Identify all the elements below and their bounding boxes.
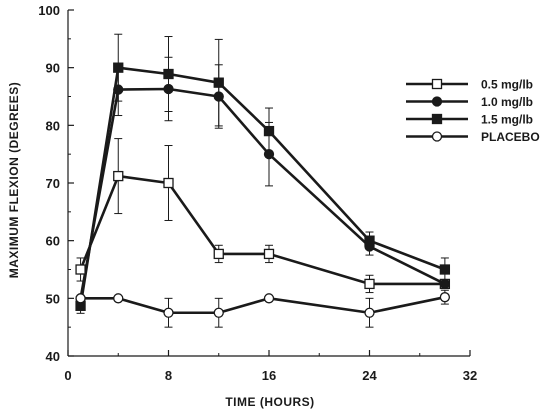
y-tick-label: 70 <box>46 176 60 191</box>
data-point-open-square <box>263 248 275 260</box>
data-point-open-square <box>75 264 86 275</box>
series-lines <box>79 66 446 315</box>
x-axis-title: TIME (HOURS) <box>225 395 314 409</box>
series-line-filled-square <box>79 66 446 307</box>
x-tick-label: 8 <box>165 368 172 383</box>
legend-marker-open-square <box>431 78 443 90</box>
x-tick-label: 0 <box>64 368 71 383</box>
legend-marker-filled-square <box>431 113 443 125</box>
data-point-filled-square <box>263 125 275 137</box>
y-tick-label: 50 <box>46 291 60 306</box>
data-point-open-circle <box>113 293 124 304</box>
legend: 0.5 mg/lb 1.0 mg/lb 1.5 mg/lb PLACEBO <box>406 78 540 144</box>
legend-label: 1.5 mg/lb <box>481 113 533 127</box>
data-point-open-square <box>163 177 174 189</box>
data-point-open-circle <box>364 307 375 318</box>
y-tick-label: 80 <box>46 118 60 133</box>
data-point-open-circle <box>163 307 174 318</box>
data-point-open-circle <box>75 293 86 304</box>
x-tick-label: 32 <box>463 368 477 383</box>
data-markers <box>75 62 451 318</box>
legend-marker-open-circle <box>431 131 443 142</box>
data-point-filled-circle <box>213 91 224 102</box>
y-tick-label: 90 <box>46 61 60 76</box>
x-tick-label: 24 <box>362 368 377 383</box>
y-axis-title: MAXIMUM FLEXION (DEGREES) <box>7 82 21 279</box>
data-point-open-square <box>213 248 224 260</box>
legend-label: PLACEBO <box>481 130 540 144</box>
series-line-open-circle <box>80 295 446 315</box>
data-point-open-square <box>364 278 375 290</box>
data-point-filled-circle <box>263 149 275 160</box>
data-point-filled-square <box>213 77 224 88</box>
data-point-filled-circle <box>439 278 451 290</box>
data-point-filled-circle <box>163 83 174 95</box>
series-line-open-square <box>79 174 445 286</box>
data-point-filled-square <box>439 264 451 275</box>
axes: 40 50 60 70 80 90 100 0 8 16 24 32 <box>38 3 477 383</box>
data-point-open-circle <box>213 307 224 318</box>
data-point-filled-square <box>364 235 375 246</box>
y-tick-label: 100 <box>38 3 60 18</box>
data-point-open-circle <box>263 293 275 304</box>
data-point-open-circle <box>439 292 451 303</box>
legend-marker-filled-circle <box>431 96 443 107</box>
y-tick-label: 60 <box>46 234 60 249</box>
x-tick-label: 16 <box>262 368 276 383</box>
legend-label: 0.5 mg/lb <box>481 78 533 92</box>
y-tick-label: 40 <box>46 349 60 364</box>
data-point-filled-square <box>113 62 124 73</box>
series-line-filled-circle <box>79 87 446 299</box>
legend-label: 1.0 mg/lb <box>481 95 533 109</box>
data-point-filled-square <box>163 68 174 80</box>
data-point-filled-circle <box>113 84 124 95</box>
data-point-open-square <box>113 170 124 182</box>
